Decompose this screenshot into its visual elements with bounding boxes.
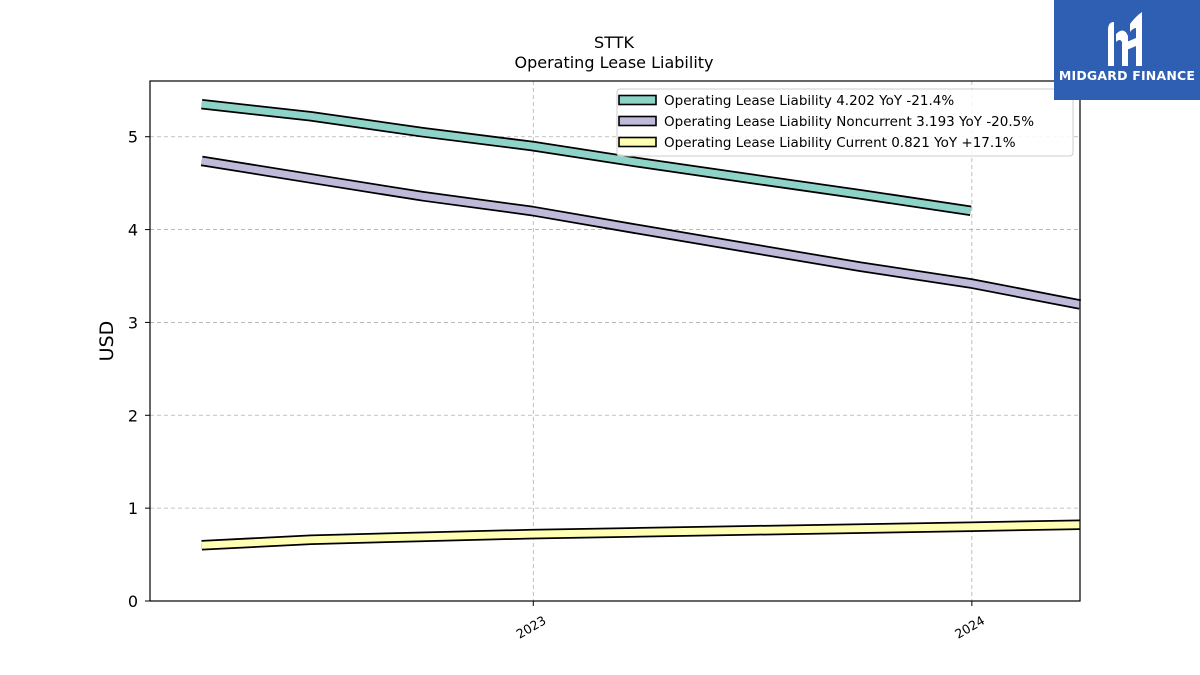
axis-ticks: 0 1 2 3 4 5 2023 2024: [128, 128, 987, 642]
legend-frame: [616, 88, 1074, 157]
series-line-1: [200, 155, 1081, 310]
y-tick-label: 5: [128, 128, 138, 147]
y-tick-label: 2: [128, 406, 138, 425]
y-tick-label: 0: [128, 592, 138, 611]
legend-swatch: [618, 115, 657, 127]
series-lines: [200, 98, 1081, 551]
chart-title: STTK: [594, 33, 634, 52]
series-line-fill: [201, 100, 972, 215]
series-line-2: [201, 519, 1081, 551]
y-axis-label: USD: [96, 321, 118, 362]
x-tick-label: 2023: [514, 613, 549, 642]
plot-area-frame: [149, 80, 1081, 602]
midgard-logo-icon: [1108, 12, 1142, 67]
y-tick-label: 4: [128, 221, 138, 240]
legend-label: Operating Lease Liability Current 0.821 …: [664, 135, 1016, 151]
y-tick-label: 3: [128, 313, 138, 332]
chart-subtitle: Operating Lease Liability: [514, 53, 713, 72]
legend-swatch: [618, 94, 657, 106]
legend: Operating Lease Liability 4.202 YoY -21.…: [616, 88, 1074, 157]
x-tick-label: 2024: [952, 613, 987, 642]
logo-text: MIDGARD FINANCE: [1058, 68, 1196, 83]
series-line-fill: [201, 157, 1081, 308]
series-line-fill: [201, 521, 1081, 549]
series-line-0: [201, 98, 972, 216]
legend-label: Operating Lease Liability Noncurrent 3.1…: [664, 114, 1034, 130]
legend-swatch: [618, 136, 657, 148]
legend-label: Operating Lease Liability 4.202 YoY -21.…: [664, 93, 954, 109]
brand-logo: MIDGARD FINANCE: [1054, 0, 1200, 100]
y-tick-label: 1: [128, 499, 138, 518]
